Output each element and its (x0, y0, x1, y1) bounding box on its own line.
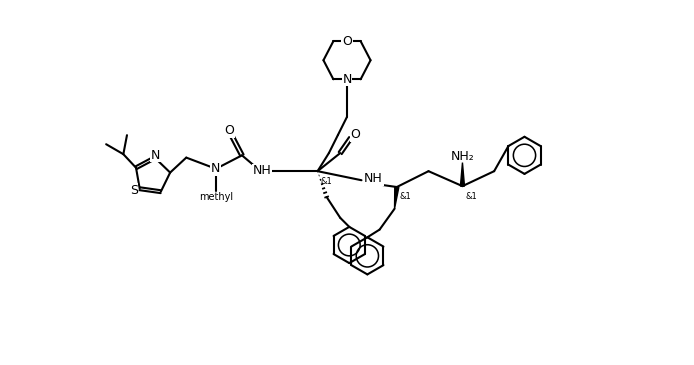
Text: NH: NH (253, 164, 271, 177)
Text: methyl: methyl (213, 193, 218, 195)
Text: N: N (342, 73, 352, 86)
Polygon shape (460, 162, 464, 186)
Text: &1: &1 (400, 192, 412, 201)
Text: &1: &1 (321, 177, 332, 186)
Text: N: N (211, 162, 221, 176)
Polygon shape (395, 187, 399, 209)
Text: NH₂: NH₂ (450, 150, 474, 163)
Text: O: O (350, 128, 360, 141)
Text: &1: &1 (465, 192, 477, 200)
Text: N: N (151, 149, 160, 162)
Text: NH: NH (364, 172, 383, 185)
Text: methyl: methyl (198, 192, 232, 203)
Text: S: S (130, 184, 138, 197)
Text: O: O (224, 124, 234, 137)
Text: O: O (342, 35, 352, 48)
